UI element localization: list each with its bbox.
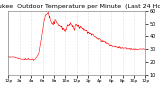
Title: Milwaukee  Outdoor Temperature per Minute  (Last 24 Hours): Milwaukee Outdoor Temperature per Minute… <box>0 4 160 9</box>
